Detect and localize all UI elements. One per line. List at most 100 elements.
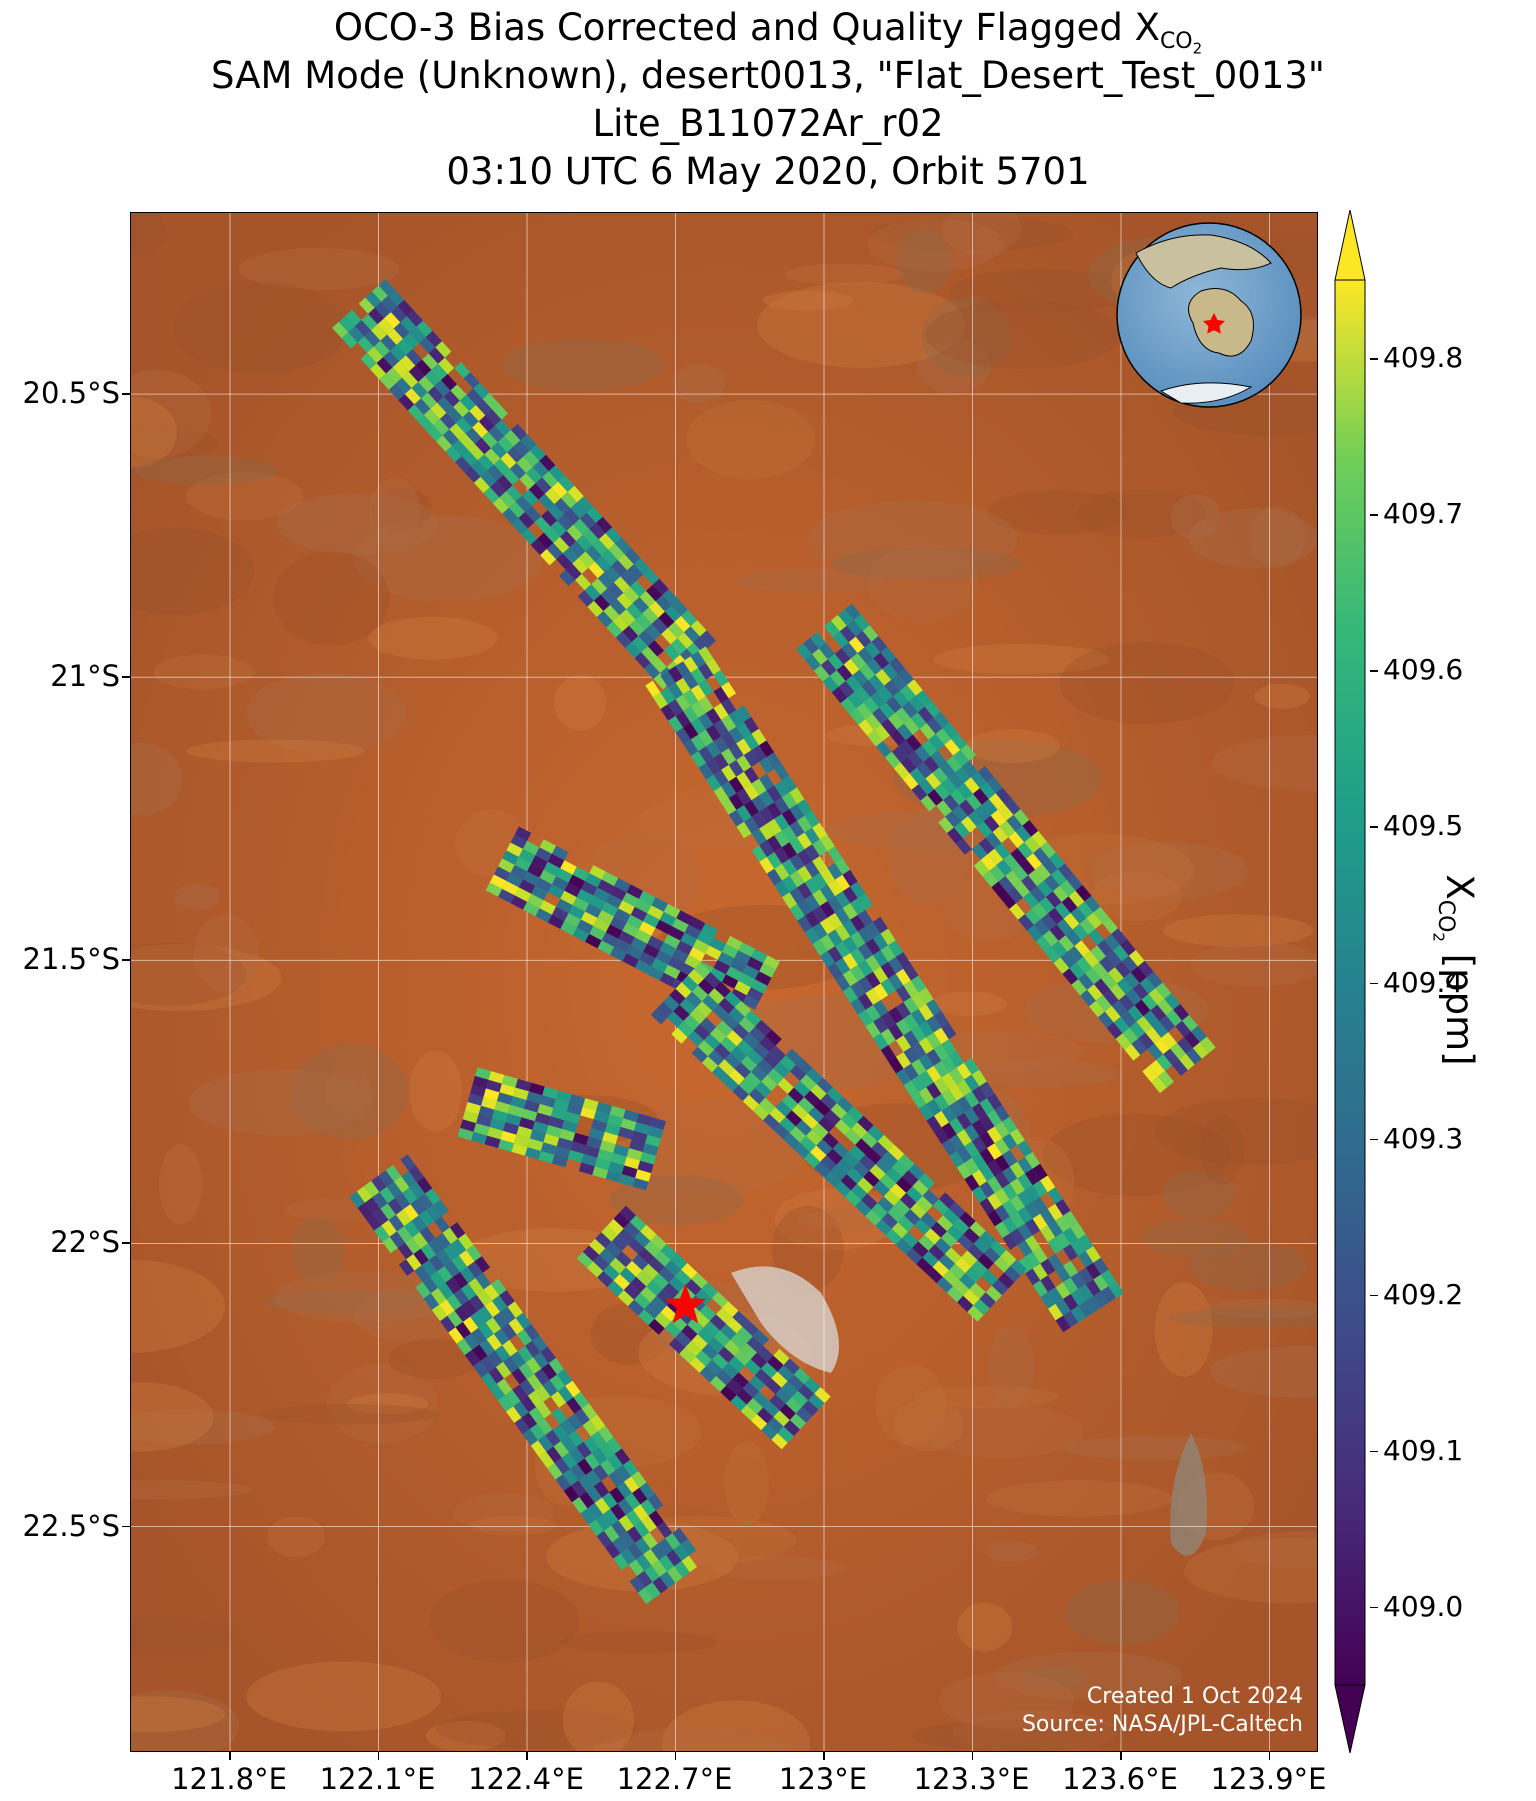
xco2-sounding <box>592 539 609 556</box>
colorbar-gradient <box>1334 279 1366 1686</box>
xco2-sounding <box>759 1036 776 1053</box>
xco2-sounding <box>690 684 706 702</box>
xco2-sounding <box>924 700 941 718</box>
xco2-sounding <box>579 1491 595 1509</box>
terrain-patch <box>1200 1115 1245 1185</box>
xco2-sounding <box>712 1004 729 1021</box>
xco2-sounding <box>396 1226 413 1243</box>
xco2-sounding <box>769 1107 786 1124</box>
xco2-sounding <box>640 1286 657 1303</box>
xco2-sounding <box>785 1048 803 1065</box>
xco2-sounding <box>1002 1166 1018 1184</box>
xco2-sounding <box>777 1426 794 1443</box>
xco2-sounding <box>713 703 729 720</box>
xco2-sounding <box>713 669 729 687</box>
xco2-sounding <box>964 1141 980 1158</box>
xco2-sounding <box>941 1122 957 1140</box>
xco2-sounding <box>489 1383 506 1401</box>
xco2-sounding <box>716 1020 733 1037</box>
xco2-sounding <box>526 1373 543 1391</box>
xco2-sounding <box>1035 863 1051 881</box>
xco2-sounding <box>625 1260 643 1277</box>
xco2-sounding <box>626 1148 643 1161</box>
xco2-sounding <box>923 756 940 773</box>
xco2-sounding <box>500 1306 516 1324</box>
xco2-sounding <box>910 975 927 993</box>
xco2-sounding <box>525 1340 541 1358</box>
xco2-sounding <box>691 1272 708 1289</box>
xco2-sounding <box>341 332 358 349</box>
terrain-patch <box>246 1661 442 1732</box>
xco2-sounding <box>961 1250 978 1267</box>
xco2-sounding <box>721 715 737 732</box>
xco2-sounding <box>644 1565 660 1583</box>
xco2-sounding <box>1017 1223 1033 1241</box>
xco2-sounding <box>893 762 910 780</box>
map-canvas <box>131 213 1317 1751</box>
terrain-patch <box>1211 734 1317 791</box>
xco2-sounding <box>864 641 881 659</box>
xco2-sounding <box>818 1116 835 1133</box>
map-panel[interactable]: Created 1 Oct 2024 Source: NASA/JPL-Calt… <box>130 212 1318 1752</box>
xco2-sounding <box>987 1193 1003 1210</box>
xco2-sounding <box>555 1474 571 1491</box>
xco2-sounding <box>812 822 828 840</box>
xco2-sounding <box>459 1250 475 1267</box>
xco2-sounding <box>736 755 752 772</box>
xco2-sounding <box>467 1261 483 1279</box>
xco2-sounding <box>535 477 552 494</box>
xco2-sounding <box>989 865 1006 882</box>
xco2-sounding <box>532 1121 549 1134</box>
xco2-sounding <box>880 961 896 979</box>
xco2-sounding <box>1074 940 1091 957</box>
xco2-sounding <box>827 946 843 963</box>
xco2-sounding <box>971 1103 987 1120</box>
xco2-sounding <box>722 1013 739 1030</box>
xco2-sounding <box>632 597 649 614</box>
xco2-sounding <box>774 847 790 864</box>
xco2-sounding <box>388 383 405 401</box>
xco2-sounding <box>746 1336 764 1353</box>
xco2-sounding <box>903 1047 919 1064</box>
terrain-patch <box>1141 1218 1248 1257</box>
xco2-sounding <box>706 741 722 758</box>
terrain-patch <box>272 551 390 646</box>
xco2-sounding <box>403 332 420 350</box>
xco2-sounding <box>891 1160 909 1177</box>
xco2-sounding <box>749 1026 766 1043</box>
xco2-sounding <box>505 1113 522 1126</box>
xco2-sounding <box>332 321 349 339</box>
xco2-sounding <box>1182 1014 1198 1032</box>
xco2-sounding <box>455 456 472 473</box>
xco2-sounding <box>1085 1246 1101 1263</box>
xco2-sounding <box>381 295 398 313</box>
xco2-sounding <box>759 740 775 758</box>
xco2-sounding <box>930 1221 947 1238</box>
xco2-sounding <box>842 919 858 937</box>
xco2-sounding <box>626 1526 643 1543</box>
xco2-sounding <box>376 357 393 374</box>
xco2-sounding <box>827 929 843 947</box>
xco2-sounding <box>1175 1020 1191 1038</box>
xco2-sounding <box>942 1270 960 1287</box>
colorbar-label-suffix: [ppm] <box>1437 941 1481 1066</box>
xco2-sounding <box>502 507 519 525</box>
xco2-sounding <box>460 1119 477 1132</box>
xco2-sounding <box>773 1348 790 1365</box>
xco2-sounding <box>804 1090 821 1107</box>
xco2-sounding <box>1085 1296 1101 1313</box>
xco2-sounding <box>520 434 537 451</box>
xco2-sounding <box>459 394 476 412</box>
xco2-sounding <box>693 1311 710 1328</box>
xco2-sounding <box>952 805 968 822</box>
xco2-sounding <box>685 1279 702 1296</box>
xco2-sounding <box>605 527 622 544</box>
xco2-sounding <box>508 501 525 518</box>
xco2-sounding <box>605 1241 622 1258</box>
xco2-sounding <box>858 1009 874 1027</box>
xco2-sounding <box>1063 913 1080 930</box>
xco2-sounding <box>597 910 615 925</box>
xco2-sounding <box>983 815 1000 832</box>
colorbar-tick-label: 409.3 <box>1383 1121 1464 1155</box>
xco2-sounding <box>1134 999 1151 1017</box>
